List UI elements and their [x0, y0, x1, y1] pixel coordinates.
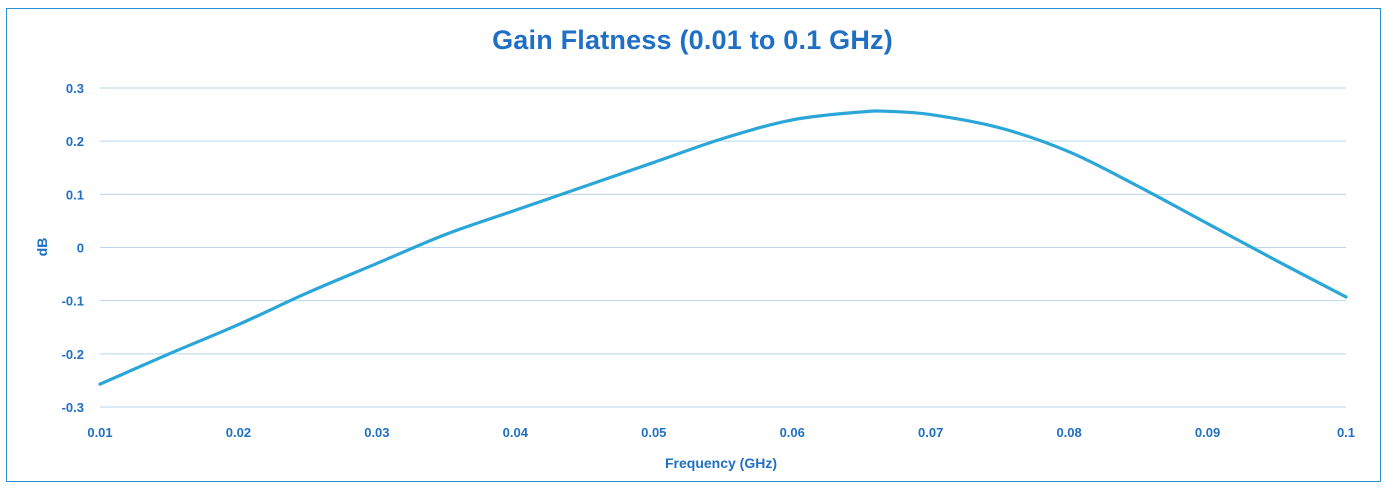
x-tick-label: 0.01 — [87, 425, 112, 440]
series-layer — [98, 109, 1348, 386]
x-tick-label: 0.04 — [503, 425, 529, 440]
y-tick-label: 0.2 — [66, 134, 84, 149]
y-axis-ticks: 0.3 0.2 0.1 0 -0.1 -0.2 -0.3 — [62, 81, 84, 415]
y-tick-label: 0.3 — [66, 81, 84, 96]
x-tick-label: 0.07 — [918, 425, 943, 440]
gridlines — [100, 87, 1346, 408]
y-tick-label: 0.1 — [66, 187, 84, 202]
y-tick-label: -0.1 — [62, 294, 84, 309]
y-tick-label: 0 — [77, 241, 84, 256]
x-tick-label: 0.08 — [1056, 425, 1081, 440]
x-tick-label: 0.09 — [1195, 425, 1220, 440]
y-axis-title: dB — [34, 238, 50, 257]
series-line-0 — [98, 109, 1348, 386]
x-axis-title: Frequency (GHz) — [665, 455, 777, 471]
y-tick-label: -0.2 — [62, 347, 84, 362]
y-tick-label: -0.3 — [62, 400, 84, 415]
x-tick-label: 0.1 — [1337, 425, 1355, 440]
x-tick-label: 0.02 — [226, 425, 251, 440]
chart-frame — [6, 8, 1381, 482]
chart-title: Gain Flatness (0.01 to 0.1 GHz) — [492, 25, 893, 55]
x-tick-label: 0.05 — [641, 425, 666, 440]
x-tick-label: 0.06 — [780, 425, 805, 440]
x-axis-ticks: 0.01 0.02 0.03 0.04 0.05 0.06 0.07 0.08 0.09 0.1 — [87, 425, 1355, 440]
x-tick-label: 0.03 — [364, 425, 389, 440]
